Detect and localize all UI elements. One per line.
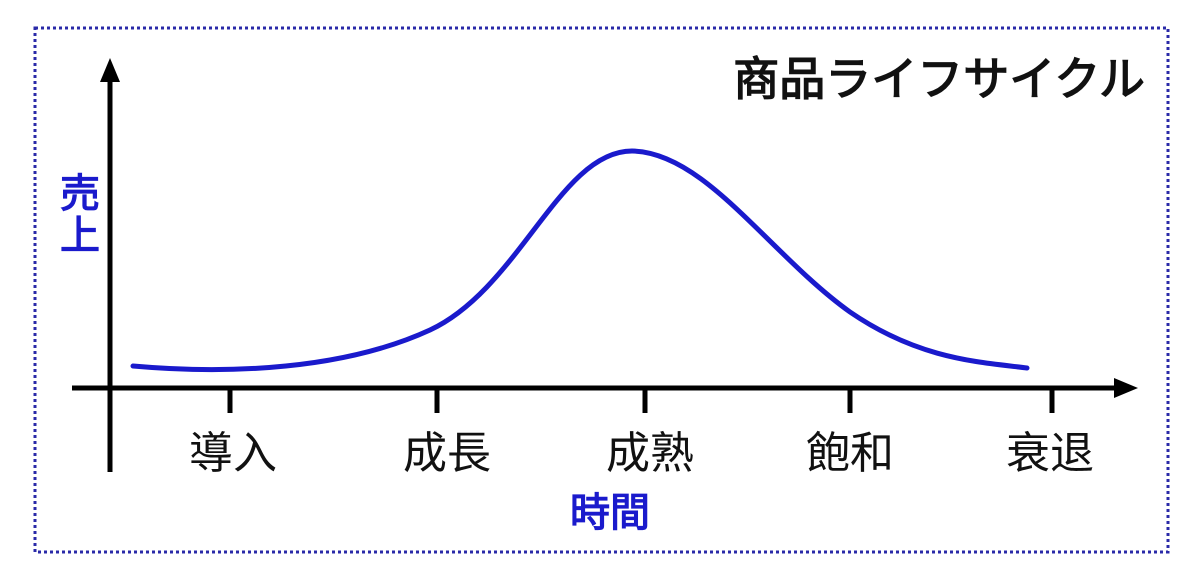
stage-label: 成熟 [606,428,694,479]
y-arrow [100,58,120,82]
stage-label: 導入 [189,428,277,479]
sales-curve [130,148,1030,373]
frame [33,26,1170,554]
stage-label: 成長 [403,428,491,479]
stage-label: 飽和 [806,428,894,479]
x-axis-label: 時間 [570,490,650,536]
stage-label: 衰退 [1006,428,1094,479]
stage-ticks [227,388,1055,413]
y-axis-label: 売上 [53,172,99,256]
x-arrow [1114,378,1138,398]
title: 商品ライフサイクル [733,52,1145,106]
